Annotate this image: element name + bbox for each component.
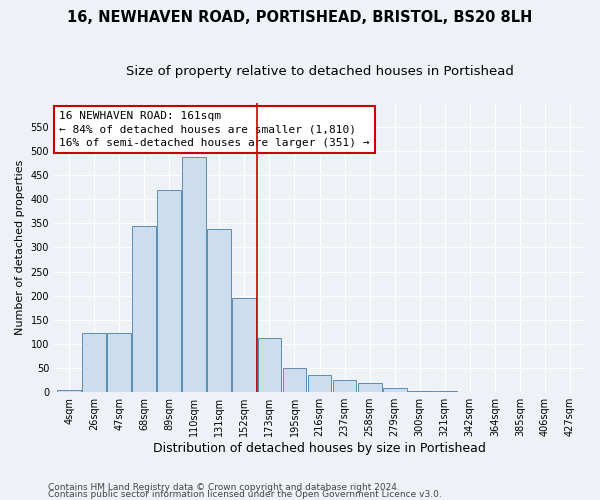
Bar (157, 190, 181, 392)
Bar (283, 368, 307, 392)
Bar (433, 391, 457, 392)
Bar (232, 298, 256, 392)
X-axis label: Distribution of detached houses by size in Portishead: Distribution of detached houses by size … (153, 442, 486, 455)
Y-axis label: Number of detached properties: Number of detached properties (15, 160, 25, 335)
Bar (257, 338, 281, 392)
Bar (107, 334, 131, 392)
Text: 16 NEWHAVEN ROAD: 161sqm
← 84% of detached houses are smaller (1,810)
16% of sem: 16 NEWHAVEN ROAD: 161sqm ← 84% of detach… (59, 112, 370, 148)
Text: Contains HM Land Registry data © Crown copyright and database right 2024.: Contains HM Land Registry data © Crown c… (48, 484, 400, 492)
Bar (57, 390, 81, 392)
Bar (308, 376, 331, 392)
Bar (182, 158, 206, 392)
Text: 16, NEWHAVEN ROAD, PORTISHEAD, BRISTOL, BS20 8LH: 16, NEWHAVEN ROAD, PORTISHEAD, BRISTOL, … (67, 10, 533, 25)
Bar (383, 388, 407, 392)
Text: Contains public sector information licensed under the Open Government Licence v3: Contains public sector information licen… (48, 490, 442, 499)
Bar (332, 380, 356, 392)
Bar (133, 226, 156, 392)
Bar (208, 229, 231, 392)
Title: Size of property relative to detached houses in Portishead: Size of property relative to detached ho… (125, 65, 514, 78)
Bar (358, 383, 382, 392)
Bar (408, 391, 431, 392)
Bar (82, 334, 106, 392)
